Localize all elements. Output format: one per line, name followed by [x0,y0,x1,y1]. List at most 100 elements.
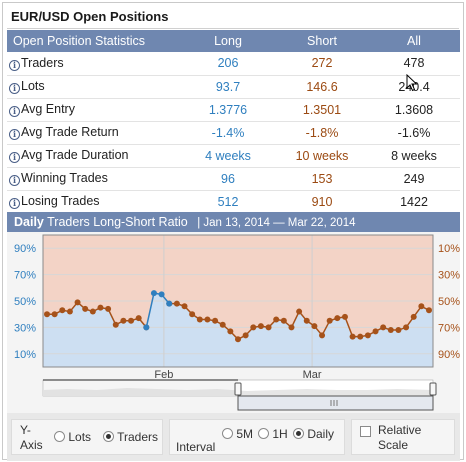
radio-lots[interactable] [54,431,65,442]
data-point[interactable] [51,311,58,318]
data-point[interactable] [372,328,379,335]
data-point[interactable] [219,321,226,328]
data-point[interactable] [403,324,410,331]
data-point[interactable] [235,336,241,343]
data-point[interactable] [82,305,89,312]
data-point[interactable] [349,333,356,340]
data-point[interactable] [250,324,257,331]
short-value: 146.6 [276,75,368,99]
all-value: 240.4 [368,75,460,99]
data-point[interactable] [227,328,234,335]
radio-1h[interactable] [258,428,269,439]
data-point[interactable] [311,323,318,330]
data-point[interactable] [319,332,326,339]
data-point[interactable] [257,323,264,330]
info-icon[interactable]: i [9,152,20,163]
data-point[interactable] [112,321,119,328]
all-value: -1.6% [368,121,460,145]
navigator[interactable] [42,379,437,411]
data-point[interactable] [158,291,165,298]
data-point[interactable] [66,308,73,315]
data-point[interactable] [204,316,211,323]
data-point[interactable] [418,303,425,310]
radio-5m[interactable] [222,428,233,439]
data-point[interactable] [357,333,364,340]
data-point[interactable] [265,324,272,331]
long-short-ratio-chart[interactable]: 90% 70% 50% 30% 10% 10% 30% 50% 70% 90% Feb Mar [7,232,460,413]
col-header-stats: Open Position Statistics [7,30,180,52]
table-header-row: Open Position Statistics Long Short All [7,30,460,52]
radio-traders[interactable] [103,431,114,442]
data-point[interactable] [59,307,66,314]
navigator-right-handle[interactable] [429,382,437,396]
data-point[interactable] [196,316,203,323]
info-icon[interactable]: i [9,59,20,71]
interval-option-1h[interactable]: 1H [258,427,288,441]
y-tick-right: 10% [438,243,460,255]
data-point[interactable] [341,313,348,320]
table-row: i Avg Trade Return -1.4% -1.8% -1.6% [7,121,460,145]
y-option-lots[interactable]: Lots [54,430,91,444]
data-point[interactable] [97,304,104,311]
table-row: i Winning Trades 96 153 249 [7,167,460,191]
data-point[interactable] [334,315,341,322]
radio-daily[interactable] [293,428,304,439]
y-option-lots-label: Lots [68,430,92,444]
y-option-traders[interactable]: Traders [103,430,158,444]
data-point[interactable] [280,317,287,324]
data-point[interactable] [143,324,150,331]
all-value: 249 [368,167,460,191]
data-point[interactable] [273,316,280,323]
info-icon[interactable]: i [9,175,20,186]
data-point[interactable] [166,300,173,307]
data-point[interactable] [380,324,387,331]
data-point[interactable] [44,311,50,318]
y-tick-left: 70% [14,270,36,282]
data-point[interactable] [242,332,249,339]
data-point[interactable] [303,317,310,324]
interval-daily-label: Daily [307,427,335,441]
data-point[interactable] [173,300,180,307]
data-point[interactable] [296,308,303,315]
data-point[interactable] [212,317,219,324]
data-point[interactable] [128,317,135,324]
open-position-stats-table: Open Position Statistics Long Short All … [7,30,460,214]
info-icon[interactable]: i [9,198,20,209]
chart-period: Daily [14,215,44,229]
short-value: 10 weeks [276,144,368,168]
data-point[interactable] [105,305,112,312]
info-icon[interactable]: i [9,106,20,117]
data-point[interactable] [395,327,402,334]
long-value: 206 [180,52,276,76]
data-point[interactable] [74,299,81,306]
interval-option-daily[interactable]: Daily [293,427,334,441]
data-point[interactable] [364,332,371,339]
data-point[interactable] [89,308,96,315]
series-line [145,292,170,328]
data-point[interactable] [288,324,295,331]
interval-option-5m[interactable]: 5M [222,427,253,441]
data-point[interactable] [150,290,157,297]
relative-scale-control[interactable]: Relative Scale [351,419,455,455]
relative-scale-checkbox[interactable] [360,426,371,437]
navigator-left-handle[interactable] [234,382,242,396]
data-point[interactable] [410,313,417,320]
navigator-scrollbar[interactable] [237,395,434,411]
y-tick-right: 30% [438,270,460,282]
all-value: 478 [368,52,460,76]
y-tick-right: 90% [438,349,460,361]
y-tick-left: 30% [14,322,36,334]
data-point[interactable] [120,317,127,324]
data-point[interactable] [326,317,333,324]
long-value: 4 weeks [180,144,276,168]
scrollbar-grip-icon[interactable] [330,400,338,406]
data-point[interactable] [189,311,196,318]
data-point[interactable] [387,327,394,334]
info-icon[interactable]: i [9,83,20,94]
info-icon[interactable]: i [9,129,20,140]
title-divider [7,28,459,29]
data-point[interactable] [426,307,432,314]
data-point[interactable] [181,303,188,310]
data-point[interactable] [135,315,142,322]
